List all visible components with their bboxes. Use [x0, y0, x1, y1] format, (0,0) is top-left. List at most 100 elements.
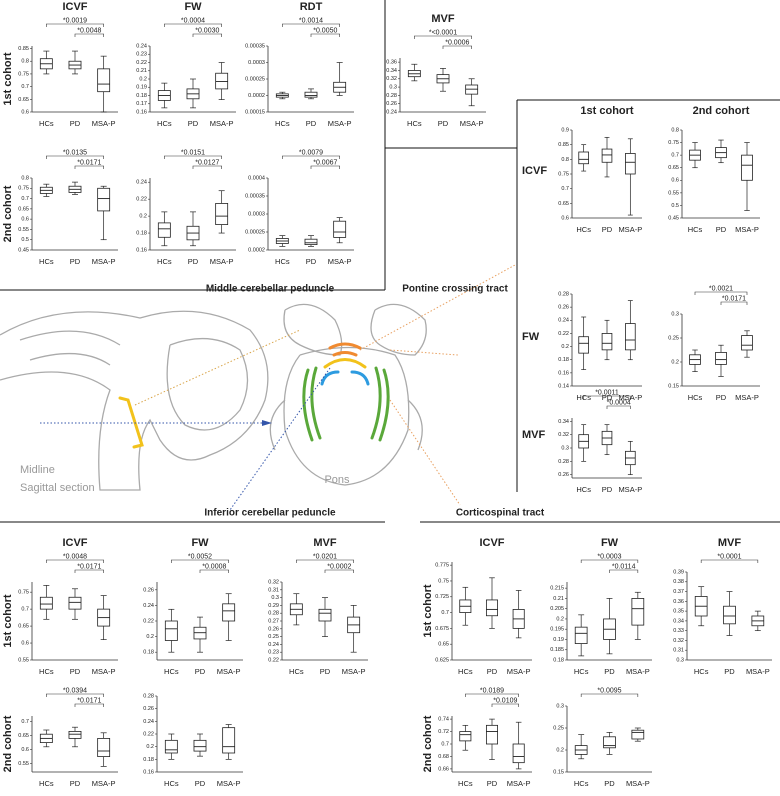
significance-label: *<0.0001 [429, 29, 457, 36]
x-tick-label: PD [602, 485, 613, 494]
significance-bracket [310, 165, 340, 169]
y-tick-label: 0.29 [268, 603, 279, 609]
section-title: Inferior cerebellar peduncle [204, 508, 336, 519]
y-tick-label: 0.675 [435, 626, 449, 632]
box [304, 91, 318, 98]
anatomy [0, 303, 427, 491]
box [193, 739, 207, 752]
box-plot: 0.15 0.2 0.25 0.3 HCs PD MSA-P *0.0095 [553, 687, 652, 788]
y-tick-label: 0.18 [558, 357, 569, 363]
peduncle-left [283, 303, 343, 356]
significance-label: *0.0189 [480, 687, 504, 694]
y-tick-label: 0.24 [136, 43, 147, 49]
y-tick-label: 0.24 [558, 318, 569, 324]
y-tick-label: 0.32 [386, 76, 397, 82]
significance-bracket [192, 165, 222, 169]
y-tick-label: 0.33 [673, 628, 684, 634]
x-tick-label: MSA-P [626, 779, 650, 788]
x-tick-label: PD [306, 257, 317, 266]
y-tick-label: 0.45 [18, 247, 29, 253]
x-tick-label: MSA-P [618, 225, 642, 234]
box [215, 203, 229, 225]
y-tick-label: 0.36 [673, 599, 684, 605]
y-tick-label: 0.7 [441, 610, 449, 616]
significance-label: *0.0171 [77, 159, 101, 166]
box-plot: 0.15 0.2 0.25 0.3 HCs PD MSA-P *0.0021 *0.0171 [668, 285, 760, 402]
x-tick-label: MSA-P [507, 667, 531, 676]
y-tick-label: 0.39 [673, 569, 684, 575]
ml-tract [320, 370, 370, 386]
y-tick-label: 0.28 [386, 93, 397, 99]
significance-bracket [164, 155, 222, 159]
y-tick-label: 0.21 [553, 596, 564, 602]
x-tick-label: PD [195, 667, 206, 676]
y-tick-label: 0.36 [386, 60, 397, 66]
y-tick-label: 0.55 [18, 227, 29, 233]
pons-lobes [269, 399, 423, 451]
y-tick-label: 0.28 [558, 459, 569, 465]
significance-bracket [580, 693, 639, 697]
y-tick-label: 0.2 [556, 747, 564, 753]
significance-label: *0.0095 [597, 687, 621, 694]
box-plot: 0.45 0.5 0.55 0.6 0.65 0.7 0.75 0.8 HCs PD MSA-P *0… [2, 149, 118, 266]
x-tick-label: HCs [275, 257, 290, 266]
peduncle-right [370, 303, 427, 356]
x-tick-label: PD [306, 119, 317, 128]
significance-bracket [192, 33, 222, 37]
y-tick-label: 0.22 [143, 618, 154, 624]
box-plot: 0.24 0.26 0.28 0.3 0.32 0.34 0.36 HCs PD MSA-P *<0… [386, 13, 486, 128]
y-tick-label: 0.16 [136, 247, 147, 253]
y-tick-label: 0.26 [143, 587, 154, 593]
panel-title: FW [191, 537, 209, 549]
cerebellum [166, 337, 249, 431]
y-tick-label: 0.19 [553, 637, 564, 643]
y-tick-label: 0.6 [561, 215, 569, 221]
x-tick-label: PD [70, 119, 81, 128]
box [164, 620, 178, 641]
significance-bracket [46, 155, 104, 159]
y-tick-label: 0.26 [386, 101, 397, 107]
y-tick-label: 0.2 [146, 634, 154, 640]
y-tick-label: 0.3 [389, 85, 397, 91]
y-tick-label: 0.85 [18, 46, 29, 52]
y-tick-label: 0.7 [21, 84, 29, 90]
significance-label: *0.0394 [63, 687, 87, 694]
x-tick-label: MSA-P [460, 119, 484, 128]
box [574, 626, 588, 644]
panel-title: ICVF [62, 537, 87, 549]
box-plot: 0.625 0.65 0.675 0.7 0.725 0.75 0.775 HCs PD MSA-… [422, 537, 532, 676]
y-tick-label: 0.775 [435, 563, 449, 569]
y-tick-label: 0.65 [18, 206, 29, 212]
box [68, 731, 82, 739]
y-tick-label: 0.185 [550, 647, 564, 653]
significance-label: *0.0052 [188, 553, 212, 560]
panel-title: MVF [313, 537, 337, 549]
significance-bracket [324, 569, 354, 573]
box-plot: 0.16 0.18 0.2 0.22 0.24 HCs PD MSA-P *0.0151 *0.0… [136, 149, 236, 266]
y-tick-label: 0.75 [558, 171, 569, 177]
y-tick-label: 0.24 [143, 603, 154, 609]
x-tick-label: MSA-P [735, 393, 759, 402]
x-tick-label: HCs [39, 779, 54, 788]
x-tick-label: HCs [275, 119, 290, 128]
x-tick-label: HCs [576, 225, 591, 234]
y-tick-label: 0.68 [438, 754, 449, 760]
box [715, 351, 727, 365]
panel-title: ICVF [479, 537, 504, 549]
y-tick-label: 0.2 [146, 744, 154, 750]
box [723, 605, 736, 625]
panel-title: ICVF [62, 1, 87, 13]
sulci [19, 330, 121, 366]
significance-bracket [609, 569, 639, 573]
significance-label: *0.0004 [181, 17, 205, 24]
x-tick-label: HCs [164, 779, 179, 788]
y-tick-label: 0.23 [268, 650, 279, 656]
y-tick-label: 0.75 [18, 186, 29, 192]
y-tick-label: 0.7 [441, 741, 449, 747]
x-tick-label: PD [604, 667, 615, 676]
box [97, 68, 111, 93]
section-title: Corticospinal tract [456, 508, 545, 519]
dividers [0, 0, 780, 523]
y-tick-label: 0.205 [550, 606, 564, 612]
